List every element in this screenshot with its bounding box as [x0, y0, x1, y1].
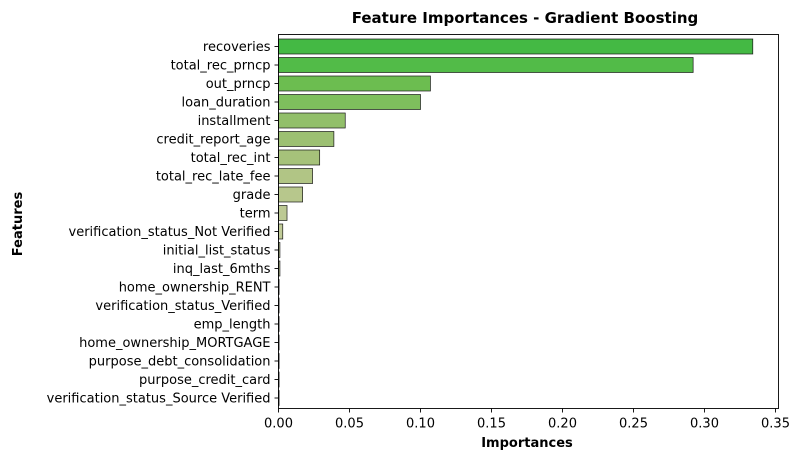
y-tick-label: purpose_debt_consolidation: [89, 355, 271, 370]
x-tick-label: 0.20: [548, 417, 577, 432]
y-tick-label: verification_status_Verified: [95, 299, 270, 314]
y-tick-label: total_rec_prncp: [171, 59, 271, 74]
y-tick-label: inq_last_6mths: [173, 262, 271, 277]
bar-9: [278, 186, 303, 203]
y-tick-label: initial_list_status: [163, 244, 271, 259]
bar-10: [278, 205, 288, 221]
x-tick-label: 0.10: [406, 417, 435, 432]
y-tick-label: home_ownership_RENT: [119, 281, 271, 296]
y-axis-label: Features: [11, 192, 26, 257]
y-tick-labels: recoveries total_rec_prncp out_prncp loan_d…: [47, 40, 279, 407]
x-axis-label: Importances: [481, 436, 573, 451]
bar-8: [278, 168, 313, 184]
y-tick-label: recoveries: [203, 40, 271, 55]
y-tick-label: home_ownership_MORTGAGE: [79, 336, 270, 351]
x-tick-label: 0.35: [761, 417, 790, 432]
bar-5: [278, 112, 346, 129]
x-tick-label: 0.30: [690, 417, 719, 432]
bar-1: [278, 38, 754, 55]
chart-title: Feature Importances - Gradient Boosting: [352, 9, 699, 27]
y-tick-label: emp_length: [194, 318, 271, 333]
y-tick-label: purpose_credit_card: [139, 373, 270, 388]
y-tick-label: verification_status_Not Verified: [69, 225, 271, 240]
y-tick-label: credit_report_age: [156, 133, 270, 148]
y-tick-label: total_rec_int: [191, 151, 271, 166]
bar-3: [278, 75, 431, 92]
y-tick-label: installment: [198, 114, 271, 129]
y-tick-label: out_prncp: [206, 77, 271, 92]
bar-11: [278, 223, 284, 240]
y-tick-label: verification_status_Source Verified: [47, 392, 271, 407]
bars-group: [278, 38, 754, 406]
x-tick-label: 0.00: [264, 417, 293, 432]
x-tick-label: 0.15: [477, 417, 506, 432]
y-tick-label: term: [240, 207, 271, 222]
y-tick-label: loan_duration: [182, 96, 271, 111]
bar-2: [278, 57, 694, 73]
x-tick-labels: 0.00 0.05 0.10 0.15 0.20 0.25 0.30 0.35: [264, 408, 790, 432]
bar-7: [278, 149, 321, 166]
y-tick-label: grade: [233, 188, 271, 203]
x-tick-label: 0.05: [335, 417, 364, 432]
x-tick-label: 0.25: [619, 417, 648, 432]
y-tick-label: total_rec_late_fee: [156, 170, 271, 185]
plot-frame: [278, 34, 779, 409]
bar-4: [278, 94, 421, 110]
bar-6: [278, 131, 335, 147]
